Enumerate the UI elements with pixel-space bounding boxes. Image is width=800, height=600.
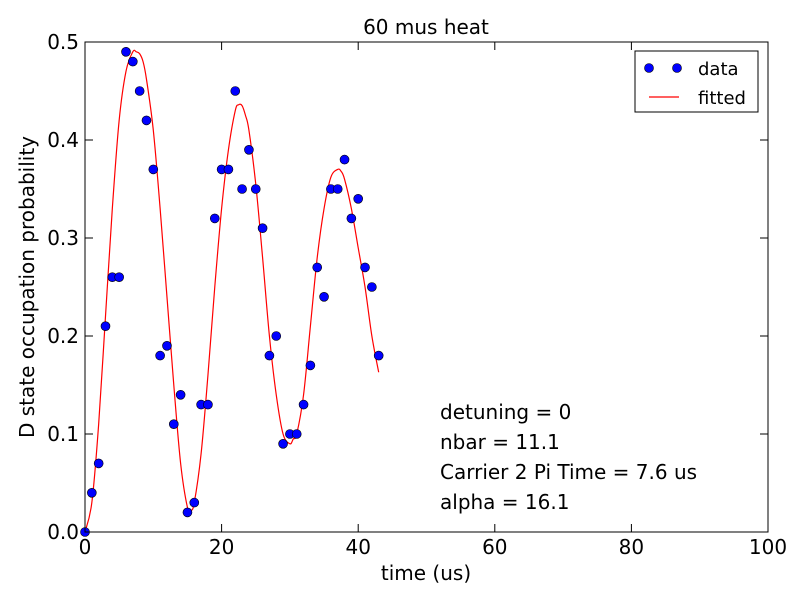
- annotation-detuning: detuning = 0: [440, 400, 571, 424]
- data-point: [182, 507, 193, 518]
- y-axis-label: D state occupation probability: [15, 136, 39, 438]
- data-point: [128, 56, 138, 67]
- data-point: [175, 389, 186, 400]
- data-point: [162, 340, 172, 351]
- plot-area: [80, 41, 769, 537]
- data-point: [346, 213, 357, 224]
- data-point: [155, 350, 165, 361]
- legend-data-label: data: [698, 59, 739, 80]
- y-tick-label: 0.4: [47, 128, 79, 152]
- legend-data-marker: [644, 63, 654, 73]
- annotation-nbar: nbar = 11.1: [440, 430, 560, 454]
- data-point: [93, 458, 104, 469]
- fitted-series: [84, 49, 380, 533]
- plot-frame: [85, 42, 768, 532]
- y-tick-label: 0.3: [47, 226, 79, 250]
- x-tick-label: 80: [619, 535, 644, 559]
- y-tick-label: 0.2: [47, 324, 79, 348]
- y-tick-label: 0.1: [47, 422, 79, 446]
- data-point: [271, 331, 282, 341]
- data-point: [278, 438, 288, 449]
- data-point: [134, 86, 145, 96]
- data-point: [223, 164, 234, 175]
- y-axis: 0.0 0.1 0.2 0.3 0.4 0.5: [47, 30, 768, 544]
- annotations: detuning = 0 nbar = 11.1 Carrier 2 Pi Ti…: [440, 400, 697, 514]
- data-point: [360, 262, 370, 273]
- data-point: [257, 223, 268, 233]
- data-point: [141, 115, 152, 126]
- data-series: [80, 46, 384, 537]
- x-tick-label: 60: [482, 535, 507, 559]
- x-tick-label: 20: [209, 535, 234, 559]
- y-tick-label: 0.0: [47, 520, 79, 544]
- data-point: [168, 419, 179, 430]
- x-tick-label: 0: [79, 535, 92, 559]
- x-axis-label: time (us): [381, 561, 471, 585]
- data-point: [305, 360, 316, 371]
- y-tick-label: 0.5: [47, 30, 79, 54]
- data-point: [244, 145, 254, 155]
- data-point: [230, 86, 241, 96]
- data-point: [332, 184, 343, 194]
- data-point: [87, 487, 97, 498]
- data-point: [298, 399, 309, 410]
- fitted-line: [84, 49, 380, 533]
- data-point: [367, 282, 377, 292]
- data-point: [237, 184, 247, 194]
- data-point: [291, 429, 302, 439]
- legend-box: [634, 50, 759, 113]
- data-point: [264, 350, 275, 361]
- data-point: [339, 154, 350, 165]
- x-tick-label: 100: [749, 535, 787, 559]
- plot-border: [84, 41, 769, 533]
- data-point: [100, 321, 111, 332]
- annotation-carrier-time: Carrier 2 Pi Time = 7.6 us: [440, 460, 697, 484]
- chart-title: 60 mus heat: [363, 15, 489, 39]
- annotation-alpha: alpha = 16.1: [440, 490, 569, 514]
- x-tick-label: 40: [345, 535, 370, 559]
- legend-fitted-label: fitted: [698, 88, 746, 109]
- data-point: [121, 46, 131, 57]
- data-point: [203, 399, 213, 410]
- legend: data fitted: [634, 50, 759, 113]
- data-point: [353, 194, 364, 204]
- data-point: [373, 350, 384, 361]
- data-point: [114, 272, 124, 283]
- legend-data-marker: [672, 63, 682, 73]
- data-point: [209, 213, 220, 224]
- data-point: [189, 497, 200, 508]
- data-point: [319, 291, 329, 302]
- data-point: [250, 184, 261, 194]
- data-point: [148, 164, 159, 175]
- x-axis: 0 20 40 60 80 100: [79, 42, 787, 559]
- data-point: [312, 262, 323, 273]
